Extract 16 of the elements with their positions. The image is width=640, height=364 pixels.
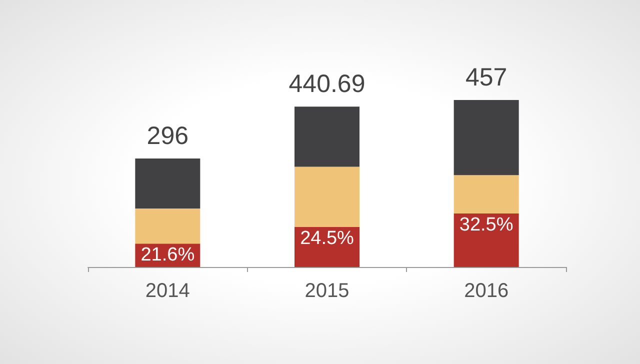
x-tick-label: 2014: [145, 280, 190, 302]
annotation: 457: [465, 64, 508, 92]
x-tick-label: 2015: [304, 280, 350, 302]
bar: [294, 106, 360, 167]
bar: [454, 175, 519, 214]
annotation: 440.69: [288, 70, 366, 98]
bar: [135, 158, 200, 209]
bar: [294, 166, 360, 227]
annotation: 21.6%: [140, 244, 195, 266]
bar: [454, 100, 519, 176]
annotation: 24.5%: [300, 228, 354, 249]
bar: [135, 208, 200, 244]
bar: [454, 214, 519, 267]
annotation: 296: [146, 122, 189, 150]
x-tick-label: 2016: [464, 280, 509, 302]
annotation: 32.5%: [459, 214, 514, 236]
